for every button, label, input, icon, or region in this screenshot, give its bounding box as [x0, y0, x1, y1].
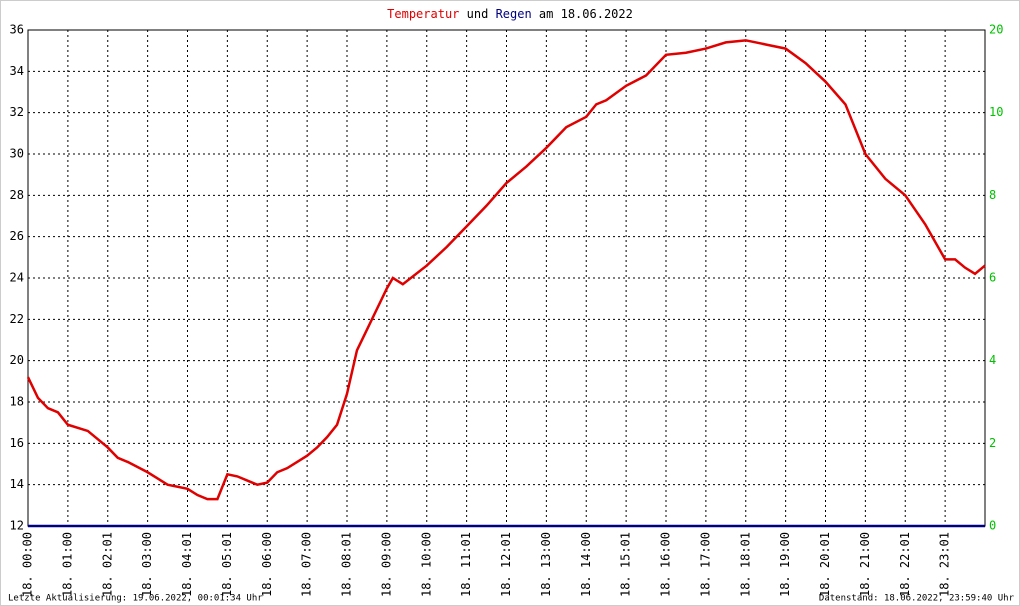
y2-tick-label: 10 [989, 105, 1003, 119]
y-tick-label: 36 [10, 23, 24, 37]
y-tick-label: 14 [10, 477, 24, 491]
y-tick-label: 32 [10, 105, 24, 119]
x-tick-label: 18. 17:00 [698, 532, 712, 597]
x-tick-label: 18. 02:01 [100, 532, 114, 597]
y2-tick-label: 6 [989, 271, 996, 285]
x-tick-label: 18. 20:01 [818, 532, 832, 597]
x-tick-label: 18. 08:01 [340, 532, 354, 597]
x-tick-label: 18. 09:00 [379, 532, 393, 597]
x-tick-label: 18. 03:00 [140, 532, 154, 597]
x-tick-label: 18. 04:01 [180, 532, 194, 597]
x-tick-label: 18. 15:01 [619, 532, 633, 597]
title-date: am 18.06.2022 [539, 7, 633, 21]
y2-tick-label: 0 [989, 519, 996, 533]
x-tick-label: 18. 11:01 [459, 532, 473, 597]
x-tick-label: 18. 06:00 [260, 532, 274, 597]
y-tick-label: 16 [10, 436, 24, 450]
x-tick-label: 18. 16:00 [659, 532, 673, 597]
y-tick-label: 26 [10, 229, 24, 243]
series-line [26, 39, 986, 501]
x-tick-label: 18. 00:00 [21, 532, 35, 597]
y2-top-label: 20 [989, 23, 1003, 37]
y-tick-label: 18 [10, 395, 24, 409]
x-tick-label: 18. 13:00 [539, 532, 553, 597]
footer-left: Letzte Aktualisierung: 19.06.2022, 00:01… [8, 594, 263, 604]
y2-tick-label: 4 [989, 353, 996, 367]
y-tick-label: 34 [10, 64, 24, 78]
y-tick-label: 12 [10, 519, 24, 533]
x-tick-label: 18. 01:00 [60, 532, 74, 597]
x-tick-label: 18. 19:00 [778, 532, 792, 597]
y-tick-label: 22 [10, 312, 24, 326]
footer-right: Datenstand: 18.06.2022, 23:59:40 Uhr [819, 594, 1015, 604]
x-tick-label: 18. 07:00 [300, 532, 314, 597]
x-tick-label: 18. 05:01 [220, 532, 234, 597]
title-series-2: Regen [496, 7, 532, 21]
x-tick-label: 18. 18:01 [738, 532, 752, 597]
y-tick-label: 20 [10, 353, 24, 367]
x-tick-label: 18. 10:00 [419, 532, 433, 597]
title-series-1: Temperatur [387, 7, 459, 21]
x-tick-label: 18. 22:01 [898, 532, 912, 597]
x-tick-label: 18. 23:01 [938, 532, 952, 597]
y2-tick-label: 8 [989, 188, 996, 202]
x-tick-label: 18. 14:00 [579, 532, 593, 597]
y-tick-label: 24 [10, 271, 24, 285]
title-joiner: und [467, 7, 489, 21]
y-tick-label: 30 [10, 147, 24, 161]
y2-tick-label: 2 [989, 436, 996, 450]
x-tick-label: 18. 21:00 [858, 532, 872, 597]
x-tick-label: 18. 12:01 [499, 532, 513, 597]
y-tick-label: 28 [10, 188, 24, 202]
chart-title: Temperatur und Regen am 18.06.2022 [387, 7, 633, 21]
